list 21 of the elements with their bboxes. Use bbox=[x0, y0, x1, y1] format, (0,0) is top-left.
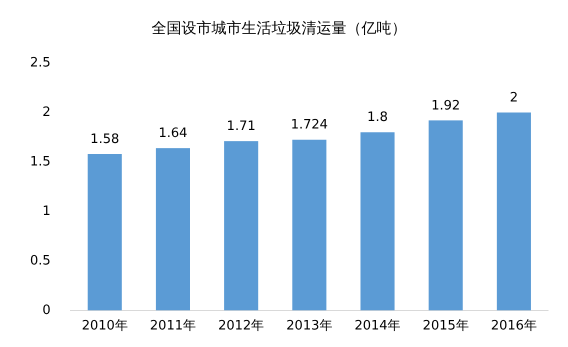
y-tick-label: 0.5 bbox=[30, 253, 51, 268]
x-tick-label: 2016年 bbox=[490, 318, 537, 334]
x-tick-label: 2010年 bbox=[82, 318, 128, 334]
data-label: 2 bbox=[510, 90, 518, 106]
data-label: 1.92 bbox=[431, 98, 460, 114]
chart-title: 全国设市城市生活垃圾清运量（亿吨） bbox=[152, 18, 406, 37]
x-tick-label: 2014年 bbox=[354, 318, 401, 334]
data-label: 1.71 bbox=[226, 119, 256, 134]
data-label: 1.58 bbox=[90, 132, 120, 147]
x-tick-label: 2013年 bbox=[286, 318, 332, 334]
y-tick-label: 2 bbox=[42, 104, 51, 120]
y-tick-label: 1.5 bbox=[30, 154, 51, 170]
y-tick-label: 2.5 bbox=[30, 55, 51, 70]
data-label: 1.64 bbox=[158, 126, 188, 141]
data-label: 1.724 bbox=[290, 118, 328, 133]
y-tick-label: 0 bbox=[42, 302, 51, 318]
y-tick-label: 1 bbox=[42, 204, 51, 219]
x-tick-label: 2015年 bbox=[422, 318, 469, 334]
x-tick-label: 2012年 bbox=[218, 318, 264, 334]
x-tick-label: 2011年 bbox=[150, 318, 196, 334]
data-label: 1.8 bbox=[367, 110, 388, 126]
